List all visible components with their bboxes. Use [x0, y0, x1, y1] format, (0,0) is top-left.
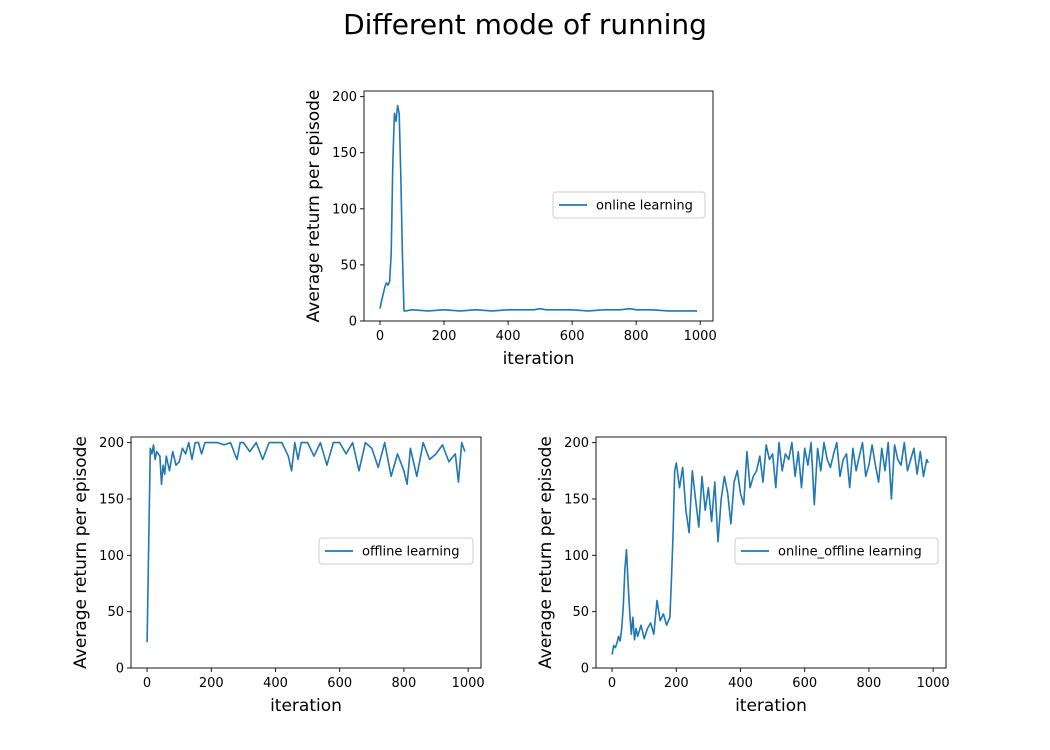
x-tick-label: 800	[392, 676, 417, 691]
x-tick-label: 200	[664, 676, 689, 691]
x-tick-label: 800	[857, 676, 882, 691]
y-tick-label: 150	[99, 492, 124, 507]
x-tick-label: 600	[792, 676, 817, 691]
y-axis-label: Average return per episode	[536, 436, 556, 669]
y-tick-label: 150	[332, 146, 357, 161]
y-tick-label: 200	[99, 436, 124, 451]
legend-box	[552, 191, 706, 219]
chart-panel-3: 0 200 400 600 800 1000 0 50 100 150 200 iteration Av…	[536, 436, 950, 716]
chart-panel-2: 0 200 400 600 800 1000 0 50 100 150 200 iteration Av…	[71, 436, 485, 716]
y-tick-label: 100	[99, 549, 124, 564]
x-tick-label: 1000	[452, 676, 485, 691]
x-axis-label: iteration	[503, 349, 575, 369]
y-tick-label: 150	[564, 492, 589, 507]
x-tick-label: 200	[199, 676, 224, 691]
y-tick-label: 0	[349, 315, 357, 330]
y-tick-label: 50	[340, 258, 357, 273]
legend: offline learning	[318, 537, 474, 565]
legend: online_offline learning	[734, 537, 939, 565]
x-axis-label: iteration	[270, 696, 342, 716]
legend: online learning	[552, 191, 706, 219]
x-tick-label: 1000	[684, 329, 717, 344]
plot-frame	[595, 436, 947, 669]
y-tick-label: 50	[107, 605, 124, 620]
x-tick-label: 200	[432, 329, 457, 344]
y-tick-label: 200	[332, 90, 357, 105]
y-tick-label: 100	[332, 202, 357, 217]
x-tick-label: 600	[560, 329, 585, 344]
x-tick-label: 0	[376, 329, 384, 344]
x-tick-label: 600	[327, 676, 352, 691]
x-tick-label: 400	[728, 676, 753, 691]
figure-title: Different mode of running	[343, 8, 707, 41]
y-axis-label: Average return per episode	[304, 90, 324, 323]
series-line-1	[146, 441, 466, 643]
y-tick-label: 0	[581, 662, 589, 677]
series-line-1	[611, 441, 930, 655]
legend-box	[734, 537, 939, 565]
x-tick-label: 400	[496, 329, 521, 344]
x-tick-label: 800	[624, 329, 649, 344]
y-tick-label: 100	[564, 549, 589, 564]
plot-frame	[130, 436, 482, 669]
x-tick-label: 400	[263, 676, 288, 691]
y-tick-label: 50	[572, 605, 589, 620]
legend-box	[318, 537, 474, 565]
x-tick-label: 0	[608, 676, 616, 691]
legend-label: offline learning	[362, 545, 460, 560]
series-line-1	[379, 104, 697, 312]
plot-frame	[363, 90, 714, 322]
y-tick-label: 200	[564, 436, 589, 451]
y-tick-label: 0	[116, 662, 124, 677]
x-tick-label: 0	[143, 676, 151, 691]
x-axis-label: iteration	[735, 696, 807, 716]
x-tick-label: 1000	[917, 676, 950, 691]
legend-label: online learning	[596, 199, 693, 214]
y-axis-label: Average return per episode	[71, 436, 91, 669]
chart-panel-1: 0 200 400 600 800 1000 0 50 100 150 200 iteration Av…	[304, 90, 717, 369]
legend-label: online_offline learning	[778, 545, 922, 560]
